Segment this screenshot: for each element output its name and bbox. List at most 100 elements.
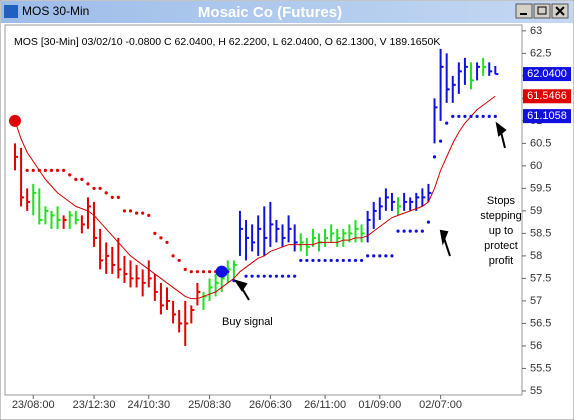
sar-dot xyxy=(25,168,29,172)
sar-dot xyxy=(451,114,455,118)
sar-dot xyxy=(420,229,424,233)
sar-dot xyxy=(250,274,254,278)
y-tick-label: 59.5 xyxy=(530,182,551,194)
sar-dot xyxy=(55,168,60,172)
arrow xyxy=(233,279,250,301)
window-buttons[interactable] xyxy=(515,3,569,19)
sar-dot xyxy=(226,270,230,274)
sar-dot xyxy=(268,274,272,278)
sar-dot xyxy=(426,220,431,224)
sar-dot xyxy=(86,182,90,186)
signal-marker xyxy=(9,114,21,127)
sar-dot xyxy=(262,274,266,278)
sar-dot xyxy=(463,114,467,118)
sar-dot xyxy=(177,258,181,263)
price-tag xyxy=(523,89,571,104)
sar-dot xyxy=(293,274,297,278)
y-tick-label: 62.5 xyxy=(530,47,551,59)
sar-dot xyxy=(353,258,358,263)
sar-dot xyxy=(74,177,78,181)
annotation: protect xyxy=(484,240,518,252)
annotation: stepping xyxy=(480,210,522,222)
sar-dot xyxy=(402,229,406,233)
window-title: MOS 30-Min xyxy=(22,4,89,18)
sar-dot xyxy=(396,229,400,233)
price-tag xyxy=(523,67,571,82)
sar-dot xyxy=(104,191,108,195)
sar-dot xyxy=(299,258,303,263)
annotation: Stops xyxy=(487,195,516,207)
sar-dot xyxy=(183,267,187,272)
signal-marker xyxy=(215,265,228,278)
moving-average xyxy=(14,95,496,300)
x-tick-label: 02/07:00 xyxy=(419,399,462,411)
minimize-button[interactable] xyxy=(515,3,533,19)
sar-dot xyxy=(439,139,443,143)
y-tick-label: 56.5 xyxy=(530,317,551,329)
sar-dot xyxy=(147,213,151,218)
sar-dot xyxy=(469,114,473,118)
sar-dot xyxy=(43,168,48,172)
sar-dot xyxy=(110,195,114,199)
sar-dot xyxy=(165,240,169,245)
sar-dot xyxy=(341,258,345,263)
sar-dot xyxy=(31,168,35,172)
sar-dot xyxy=(244,274,248,278)
price-tag-label: 62.0400 xyxy=(527,68,567,80)
sar-dot xyxy=(445,121,449,125)
sar-dot xyxy=(384,254,388,258)
y-tick-label: 56 xyxy=(530,340,542,352)
price-tag xyxy=(523,109,571,124)
annotation: Buy signal xyxy=(222,316,273,328)
sar-dot xyxy=(195,270,199,274)
y-tick-label: 57.5 xyxy=(530,272,551,284)
y-tick-label: 60.5 xyxy=(530,137,551,149)
sar-dot xyxy=(317,258,321,263)
sar-dot xyxy=(487,114,491,118)
sar-dot xyxy=(280,274,285,278)
y-tick-label: 58 xyxy=(530,250,542,262)
price-tag-label: 61.5466 xyxy=(527,90,567,102)
sar-dot xyxy=(432,155,437,159)
annotation: profit xyxy=(489,255,513,267)
sar-dot xyxy=(366,254,370,258)
x-tick-label: 26/11:00 xyxy=(304,399,346,411)
sar-dot xyxy=(49,168,54,172)
y-tick-label: 55 xyxy=(530,385,542,397)
app-icon xyxy=(4,5,18,18)
sar-dot xyxy=(287,274,291,278)
sar-dot xyxy=(481,114,485,118)
sar-dot xyxy=(207,270,212,274)
sar-dot xyxy=(274,274,279,278)
sar-dot xyxy=(122,209,127,213)
sar-dot xyxy=(323,258,327,263)
sar-dot xyxy=(457,114,461,118)
sar-dot xyxy=(493,114,497,118)
sar-dot xyxy=(347,258,351,263)
x-tick-label: 23/08:00 xyxy=(12,399,55,411)
sar-dot xyxy=(171,254,175,258)
x-tick-label: 01/09:00 xyxy=(358,399,401,411)
sar-dot xyxy=(378,254,382,258)
sar-dot xyxy=(329,258,333,263)
y-tick-label: 58.5 xyxy=(530,227,551,239)
sar-dot xyxy=(159,236,163,240)
y-tick-label: 63 xyxy=(530,25,542,37)
sar-dot xyxy=(335,258,339,263)
sar-dot xyxy=(80,177,84,181)
sar-dot xyxy=(68,173,72,177)
y-tick-label: 59 xyxy=(530,205,542,217)
sar-dot xyxy=(372,254,376,258)
sar-dot xyxy=(201,270,206,274)
maximize-button[interactable] xyxy=(533,3,551,19)
x-tick-label: 26/06:30 xyxy=(249,399,292,411)
sar-dot xyxy=(92,186,96,190)
sar-dot xyxy=(37,168,41,172)
y-tick-label: 60 xyxy=(530,160,542,172)
sar-dot xyxy=(311,258,315,263)
sar-dot xyxy=(135,211,139,215)
x-tick-label: 24/10:30 xyxy=(127,399,170,411)
info-line: MOS [30-Min] 03/02/10 -0.0800 C 62.0400,… xyxy=(14,36,440,48)
arrow xyxy=(439,229,451,257)
